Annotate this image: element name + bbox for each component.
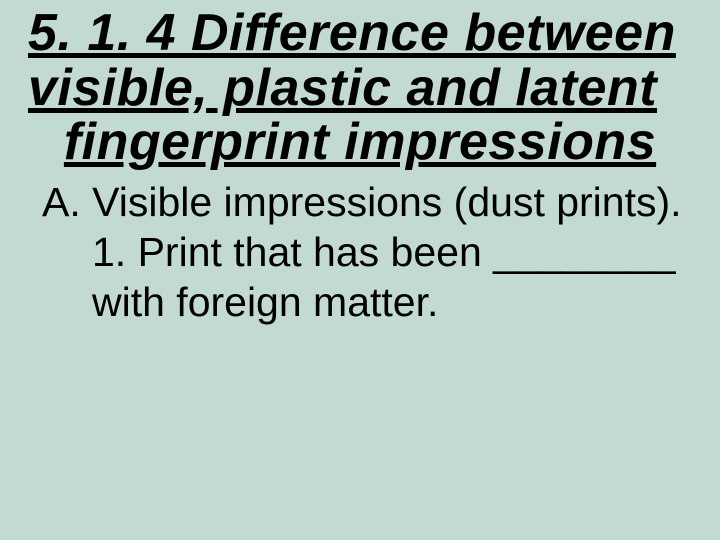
outline-item-1-line1: 1. Print that has been ________ [92, 230, 692, 276]
title-line-1: 5. 1. 4 Difference between [28, 6, 692, 61]
slide-title: 5. 1. 4 Difference between visible, plas… [28, 6, 692, 170]
slide-body: A. Visible impressions (dust prints). 1.… [28, 180, 692, 326]
title-line-3: fingerprint impressions [28, 115, 692, 170]
outline-item-1-line2: with foreign matter. [92, 280, 692, 326]
title-line-2: visible, plastic and latent [28, 61, 692, 116]
slide: 5. 1. 4 Difference between visible, plas… [0, 0, 720, 540]
outline-item-a: A. Visible impressions (dust prints). [42, 180, 692, 226]
